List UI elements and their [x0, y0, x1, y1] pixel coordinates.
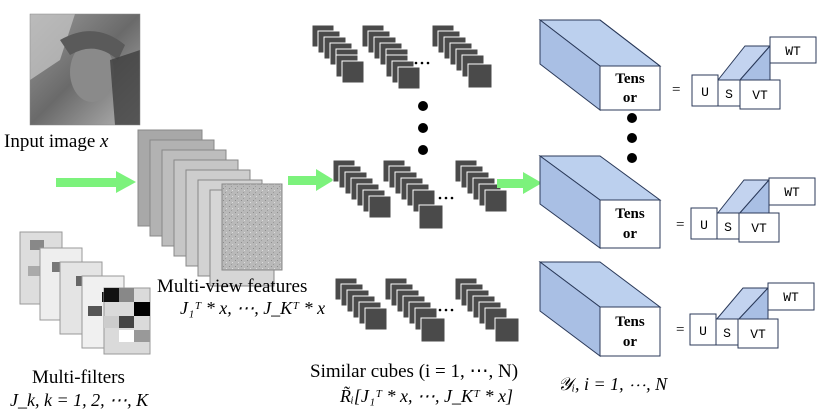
- svd-labels: U S VT WT U S VT WT U S VT WT: [699, 44, 801, 342]
- multiview-features-label: Multi-view features: [157, 276, 308, 297]
- similar-cubes-label: Similar cubes (i = 1, ⋯, N): [310, 361, 519, 382]
- feature-stack: [137, 129, 283, 287]
- svd-2-u: U: [700, 218, 708, 233]
- cube-row-1: [311, 24, 493, 90]
- svd-2: [690, 177, 816, 243]
- svd-1-wt: WT: [785, 44, 801, 59]
- tensor-1: [538, 18, 662, 112]
- svd-3-s: S: [723, 326, 731, 341]
- multi-filters-label: Multi-filters: [32, 367, 125, 388]
- input-image: [29, 13, 141, 126]
- svd-3-vt: VT: [750, 327, 766, 342]
- tensor-3-label-bottom: or: [623, 334, 638, 350]
- svd-1-u: U: [701, 85, 709, 100]
- vertical-ellipsis-tensors: [627, 113, 637, 163]
- input-image-var: x: [100, 131, 109, 152]
- arrow-features-to-cubes: [288, 169, 334, 191]
- tensor-3-label-top: Tens: [615, 314, 645, 330]
- svd-1-s: S: [725, 87, 733, 102]
- svd-1-vt: VT: [752, 88, 768, 103]
- equals-2: =: [676, 217, 684, 233]
- equals-signs: = = =: [672, 82, 684, 338]
- cube-row-3: [334, 277, 520, 343]
- svd-3-u: U: [699, 324, 707, 339]
- tensor-1-label-bottom: or: [623, 90, 638, 106]
- tensor-index-math: 𝒴ᵢ, i = 1, ⋯, N: [558, 374, 668, 394]
- input-image-label: Input image x: [4, 131, 108, 153]
- vertical-ellipsis-cubes: [418, 101, 428, 155]
- cube-row-2: [332, 159, 508, 230]
- equals-3: =: [676, 322, 684, 338]
- tensor-2: [538, 155, 662, 249]
- cube-stacks: [311, 24, 520, 343]
- input-image-label-text: Input image: [4, 131, 96, 152]
- filter-stack: [19, 231, 151, 355]
- multi-filters-math: J_k, k = 1, 2, ⋯, K: [10, 390, 149, 410]
- svd-2-vt: VT: [751, 221, 767, 236]
- svd-2-wt: WT: [784, 185, 800, 200]
- multiview-features-math: J₁ᵀ * x, ⋯, J_Kᵀ * x: [180, 298, 326, 318]
- tensor-3: [538, 261, 662, 357]
- tensor-labels: Tens or Tens or Tens or: [615, 71, 645, 350]
- row-ellipsis-dots: [414, 61, 454, 312]
- svd-1: [691, 36, 817, 110]
- svd-2-s: S: [724, 220, 732, 235]
- tensor-2-label-bottom: or: [623, 226, 638, 242]
- equals-1: =: [672, 82, 680, 98]
- tensor-2-label-top: Tens: [615, 206, 645, 222]
- arrow-input-to-features: [56, 171, 136, 193]
- svd-3-wt: WT: [783, 290, 799, 305]
- similar-cubes-math: R̃ᵢ[J₁ᵀ * x, ⋯, J_Kᵀ * x]: [340, 386, 513, 406]
- svd-3: [689, 282, 815, 349]
- arrow-cubes-to-tensor: [497, 172, 542, 194]
- tensor-1-label-top: Tens: [615, 71, 645, 87]
